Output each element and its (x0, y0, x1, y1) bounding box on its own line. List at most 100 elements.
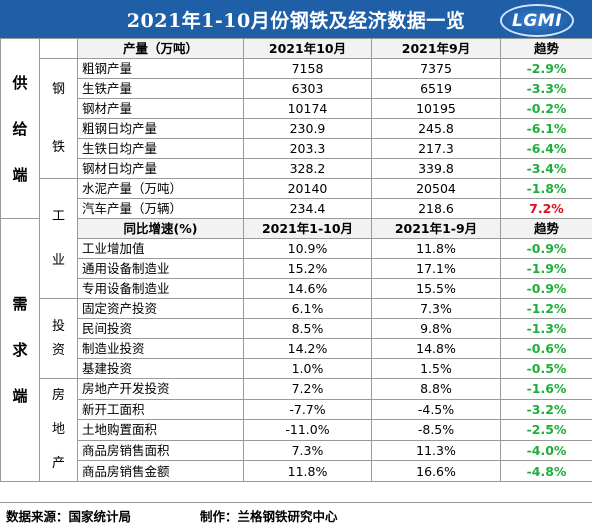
group-investment: 投资 (40, 299, 78, 379)
row-trend: -6.1% (501, 119, 592, 139)
row-trend: -6.4% (501, 139, 592, 159)
row-value-2: 6519 (372, 79, 501, 99)
row-name: 固定资产投资 (78, 299, 244, 319)
row-value-1: 7.2% (244, 379, 372, 400)
data-source: 数据来源：国家统计局 (6, 506, 131, 525)
row-value-1: 14.2% (244, 339, 372, 359)
row-trend: -3.3% (501, 79, 592, 99)
header-trend: 趋势 (501, 39, 592, 59)
table-row: 土地购置面积-11.0%-8.5%-2.5% (1, 420, 592, 441)
row-trend: -1.8% (501, 179, 592, 199)
row-name: 钢材产量 (78, 99, 244, 119)
row-value-1: 234.4 (244, 199, 372, 219)
header-name: 同比增速(%) (78, 219, 244, 239)
row-value-2: -4.5% (372, 399, 501, 420)
row-value-2: 7375 (372, 59, 501, 79)
row-name: 商品房销售面积 (78, 440, 244, 461)
footer: 数据来源：国家统计局 制作：兰格钢铁研究中心 (0, 502, 592, 528)
row-trend: -0.9% (501, 239, 592, 259)
title-text: 2021年1-10月份钢铁及经济数据一览 (127, 6, 465, 33)
section-label: 需求端 (13, 281, 28, 419)
group-label: 房地产 (52, 379, 65, 481)
row-value-1: -7.7% (244, 399, 372, 420)
row-value-1: 20140 (244, 179, 372, 199)
group-industry: 工业 (40, 179, 78, 299)
row-value-1: 7158 (244, 59, 372, 79)
row-name: 新开工面积 (78, 399, 244, 420)
lgmi-logo: LGMI (500, 4, 574, 37)
row-value-1: 203.3 (244, 139, 372, 159)
row-value-2: 339.8 (372, 159, 501, 179)
row-value-2: 9.8% (372, 319, 501, 339)
group-label: 工业 (52, 195, 65, 283)
row-value-2: 11.8% (372, 239, 501, 259)
row-value-2: 10195 (372, 99, 501, 119)
row-name: 生铁日均产量 (78, 139, 244, 159)
row-value-2: 16.6% (372, 461, 501, 482)
row-name: 粗钢产量 (78, 59, 244, 79)
row-value-2: 20504 (372, 179, 501, 199)
section-demand: 需求端 (1, 219, 40, 482)
row-value-1: 14.6% (244, 279, 372, 299)
row-name: 基建投资 (78, 359, 244, 379)
section-supply: 供给端 (1, 39, 40, 219)
row-name: 民间投资 (78, 319, 244, 339)
section-label: 供给端 (13, 60, 28, 198)
row-trend: -1.6% (501, 379, 592, 400)
header-col1: 2021年1-10月 (244, 219, 372, 239)
table-row: 新开工面积-7.7%-4.5%-3.2% (1, 399, 592, 420)
row-value-1: 230.9 (244, 119, 372, 139)
row-trend: -4.0% (501, 440, 592, 461)
row-trend: -0.2% (501, 99, 592, 119)
row-trend: 7.2% (501, 199, 592, 219)
row-value-2: 217.3 (372, 139, 501, 159)
row-value-1: -11.0% (244, 420, 372, 441)
group-label: 钢铁 (52, 61, 65, 177)
row-value-2: 15.5% (372, 279, 501, 299)
row-name: 水泥产量（万吨） (78, 179, 244, 199)
logo-text: LGMI (512, 11, 562, 31)
header-col2: 2021年9月 (372, 39, 501, 59)
row-trend: -2.5% (501, 420, 592, 441)
row-trend: -4.8% (501, 461, 592, 482)
row-value-2: 1.5% (372, 359, 501, 379)
header-col1: 2021年10月 (244, 39, 372, 59)
row-name: 钢材日均产量 (78, 159, 244, 179)
header-trend: 趋势 (501, 219, 592, 239)
row-trend: -0.9% (501, 279, 592, 299)
row-name: 土地购置面积 (78, 420, 244, 441)
row-trend: -1.9% (501, 259, 592, 279)
page-title: 2021年1-10月份钢铁及经济数据一览 LGMI (0, 0, 592, 38)
row-value-2: 14.8% (372, 339, 501, 359)
producer: 制作：兰格钢铁研究中心 (200, 506, 338, 525)
row-trend: -3.4% (501, 159, 592, 179)
row-name: 工业增加值 (78, 239, 244, 259)
row-value-2: -8.5% (372, 420, 501, 441)
row-value-2: 11.3% (372, 440, 501, 461)
row-trend: -2.9% (501, 59, 592, 79)
row-value-2: 8.8% (372, 379, 501, 400)
row-name: 房地产开发投资 (78, 379, 244, 400)
row-trend: -0.5% (501, 359, 592, 379)
group-blank (40, 39, 78, 59)
group-realestate: 房地产 (40, 379, 78, 482)
row-value-1: 6303 (244, 79, 372, 99)
row-name: 粗钢日均产量 (78, 119, 244, 139)
row-name: 通用设备制造业 (78, 259, 244, 279)
row-trend: -0.6% (501, 339, 592, 359)
row-trend: -3.2% (501, 399, 592, 420)
row-name: 制造业投资 (78, 339, 244, 359)
